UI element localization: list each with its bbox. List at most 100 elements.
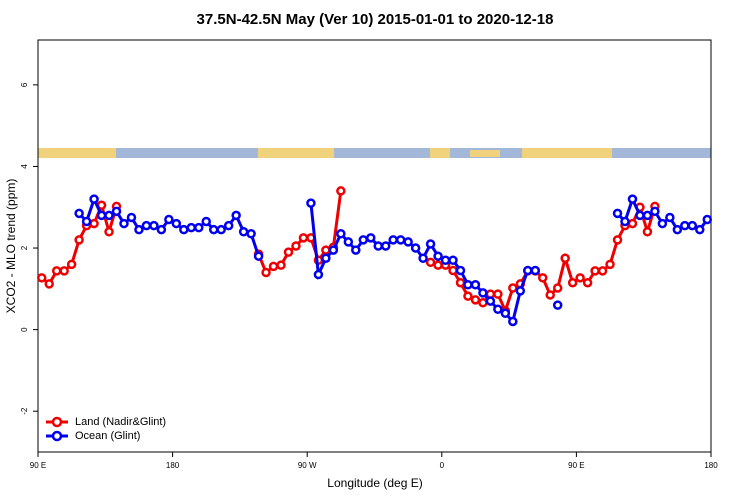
point [336, 229, 346, 239]
point [470, 280, 481, 290]
series-line [78, 195, 709, 325]
point [59, 266, 69, 276]
point [672, 224, 683, 235]
legend-label: Ocean (Glint) [75, 430, 140, 442]
point [612, 235, 623, 245]
point [463, 280, 473, 290]
point [627, 194, 638, 204]
point [373, 241, 383, 251]
point [283, 247, 294, 257]
point [126, 212, 137, 223]
point [433, 251, 443, 261]
y-tick-label: 0 [20, 327, 29, 332]
map-strip [38, 148, 711, 158]
point [328, 245, 339, 255]
point [268, 261, 279, 272]
point [515, 286, 526, 296]
point [508, 316, 518, 327]
point [665, 212, 675, 223]
point [238, 226, 249, 237]
point [179, 224, 189, 235]
point [567, 277, 578, 288]
point [418, 253, 428, 263]
point [44, 279, 54, 289]
point [552, 300, 563, 310]
point [246, 229, 256, 239]
point [493, 289, 503, 299]
point [455, 265, 466, 276]
chart-title: 37.5N-42.5N May (Ver 10) 2015-01-01 to 2… [197, 11, 554, 28]
point [141, 220, 152, 231]
point [493, 304, 503, 314]
point [680, 220, 690, 231]
point [321, 245, 331, 255]
point [388, 235, 398, 245]
point [208, 224, 219, 235]
point [523, 265, 533, 276]
plot-frame [37, 39, 712, 453]
point [530, 265, 541, 276]
point [455, 277, 466, 288]
point [552, 283, 563, 293]
point [81, 216, 92, 227]
point [560, 253, 570, 263]
point [223, 220, 234, 231]
point [620, 216, 630, 227]
point [298, 233, 309, 243]
point [597, 266, 608, 276]
point [231, 210, 241, 221]
series-line [40, 190, 657, 316]
point [538, 273, 548, 283]
point [156, 224, 167, 235]
point [171, 218, 182, 229]
point [306, 198, 316, 208]
point [508, 283, 518, 293]
point [425, 239, 436, 249]
point [216, 224, 226, 235]
y-axis-label: XCO2 - MLO trend (ppm) [4, 179, 18, 314]
point [313, 269, 324, 280]
point [164, 214, 174, 225]
point [201, 216, 211, 227]
y-tick-label: 2 [20, 245, 29, 250]
point [500, 308, 511, 319]
point [590, 266, 600, 276]
point [66, 259, 77, 270]
point [149, 220, 159, 231]
point [51, 266, 62, 276]
point [605, 259, 615, 270]
point [276, 260, 286, 270]
point [433, 260, 443, 270]
point [410, 243, 421, 253]
x-tick-label: 90 E [568, 461, 584, 470]
point [627, 218, 638, 229]
point [425, 257, 436, 268]
point [366, 233, 376, 243]
point [470, 295, 481, 305]
point [635, 210, 645, 221]
point [74, 208, 84, 219]
point [336, 186, 346, 196]
point [36, 273, 47, 283]
legend-label: Land (Nadir&Glint) [75, 416, 166, 428]
point [642, 210, 653, 221]
point [291, 241, 301, 251]
point [463, 291, 473, 301]
point [351, 245, 361, 255]
point [695, 224, 705, 235]
x-tick-label: 0 [440, 461, 445, 470]
point [657, 218, 668, 229]
point [478, 288, 488, 298]
point [321, 253, 331, 263]
x-axis-label: Longitude (deg E) [327, 476, 422, 490]
point [89, 218, 99, 229]
legend-marker [51, 430, 63, 442]
x-tick-label: 90 E [30, 461, 46, 470]
point [261, 267, 271, 278]
x-tick-label: 180 [704, 461, 718, 470]
point [448, 265, 458, 276]
point [380, 241, 391, 251]
point [343, 237, 354, 247]
point [111, 206, 122, 217]
point [478, 297, 488, 308]
